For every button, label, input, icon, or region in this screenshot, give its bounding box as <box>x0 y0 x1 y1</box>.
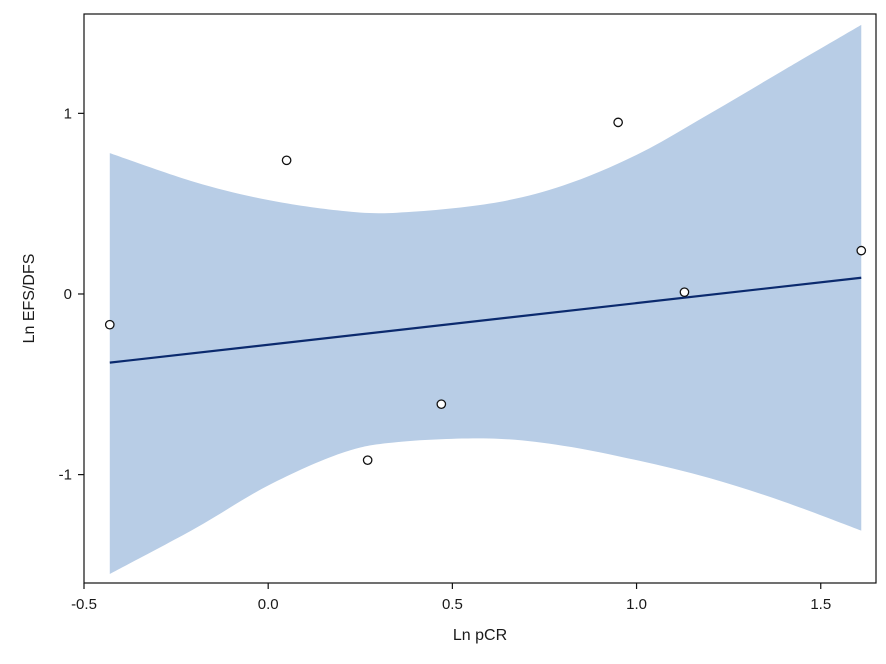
confidence-band <box>109 24 862 574</box>
x-axis-title: Ln pCR <box>453 627 507 644</box>
x-tick-label: 0.0 <box>258 596 279 613</box>
fit-line-layer <box>109 276 862 364</box>
plot-frame <box>83 13 877 584</box>
y-tick-label: 1 <box>64 105 72 122</box>
data-point <box>856 245 867 256</box>
x-tick-label: -0.5 <box>71 596 97 613</box>
y-axis: -1 0 1 <box>59 105 84 484</box>
y-tick-label: 0 <box>64 286 72 303</box>
data-point <box>281 155 292 166</box>
data-points-layer <box>104 117 867 466</box>
data-point <box>613 117 623 128</box>
y-tick-label: -1 <box>59 467 72 484</box>
data-point <box>104 319 115 330</box>
x-tick-label: 1.0 <box>626 596 647 613</box>
confidence-band-layer <box>109 24 862 574</box>
data-point <box>436 399 447 410</box>
data-point <box>362 455 373 466</box>
x-axis: -0.5 0.0 0.5 1.0 1.5 <box>71 583 831 613</box>
x-tick-label: 0.5 <box>442 596 463 613</box>
data-point <box>679 287 690 298</box>
regression-line <box>109 276 862 364</box>
y-axis-title: Ln EFS/DFS <box>21 254 38 344</box>
x-tick-label: 1.5 <box>810 596 831 613</box>
